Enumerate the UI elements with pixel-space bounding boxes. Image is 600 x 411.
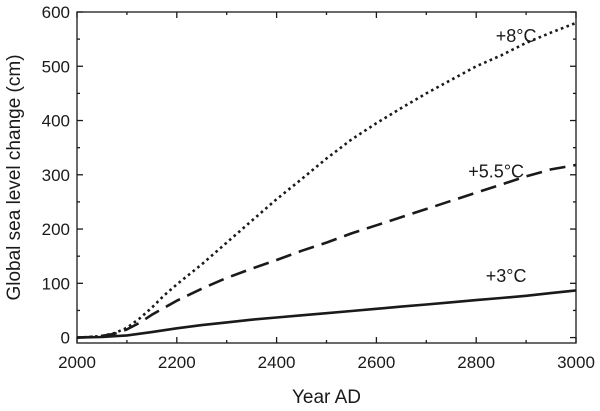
y-axis-title: Global sea level change (cm) <box>4 54 25 300</box>
y-tick-label: 300 <box>42 166 70 185</box>
y-tick-label: 400 <box>42 112 70 131</box>
series-label: +3°C <box>486 266 527 286</box>
series-line-2 <box>76 163 577 339</box>
y-axis: 0 100 200 300 400 500 600 <box>42 3 576 348</box>
x-axis: 2000 2200 2400 2600 2800 3000 <box>58 12 595 372</box>
series-line-3 <box>76 289 577 339</box>
x-tick-label: 2800 <box>457 353 495 372</box>
plot-frame <box>76 11 577 344</box>
annotation-layer: +8°C +5.5°C +3°C <box>468 26 536 286</box>
x-axis-title: Year AD <box>292 387 361 408</box>
y-tick-label: 600 <box>42 3 70 22</box>
x-tick-label: 2400 <box>258 353 296 372</box>
y-tick-label: 0 <box>61 329 70 348</box>
x-tick-label: 2200 <box>158 353 196 372</box>
x-tick-label: 2600 <box>357 353 395 372</box>
y-tick-label: 100 <box>42 274 70 293</box>
y-tick-label: 200 <box>42 220 70 239</box>
series-label: +8°C <box>496 26 537 46</box>
x-tick-label: 2000 <box>58 353 96 372</box>
y-tick-label: 500 <box>42 57 70 76</box>
x-tick-label: 3000 <box>557 353 595 372</box>
series-layer <box>76 21 577 339</box>
series-label: +5.5°C <box>468 162 524 182</box>
